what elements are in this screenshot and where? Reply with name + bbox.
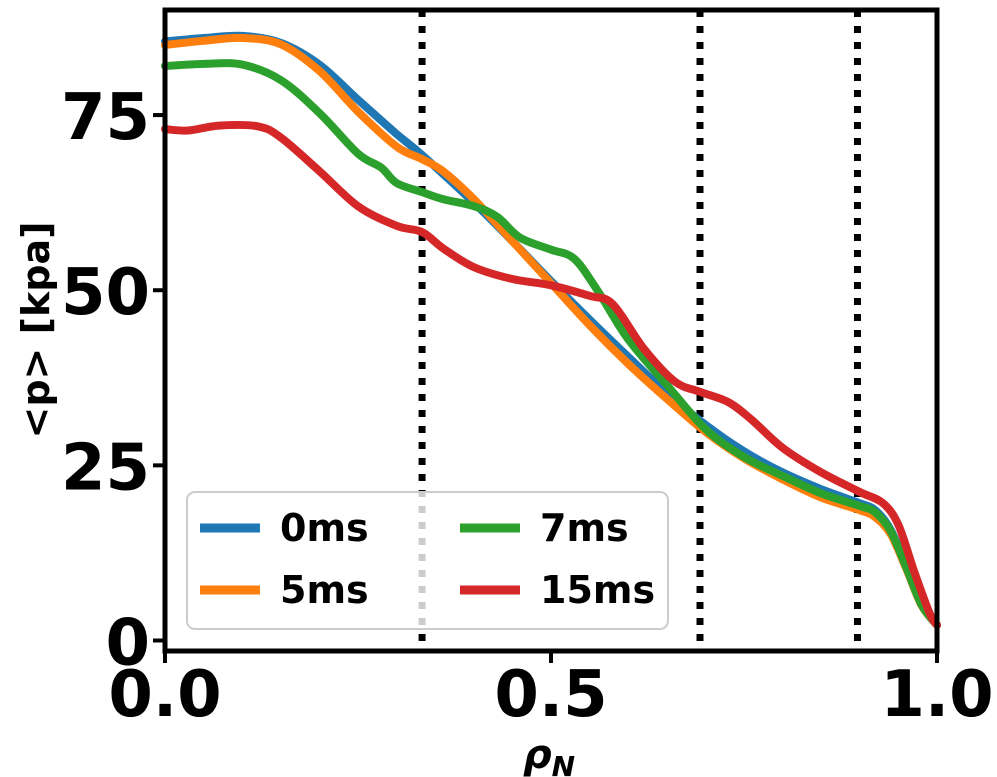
series-lines [161, 31, 941, 630]
y-axis-label: <p> [kpa] [14, 222, 58, 439]
y-tick-label-1: 25 [61, 431, 150, 505]
legend-label-7ms: 7ms [540, 506, 629, 550]
x-tick-label-0: 0.0 [108, 658, 221, 732]
series-line-7ms [161, 59, 941, 630]
legend-label-15ms: 15ms [540, 568, 655, 612]
y-tick-label-0: 0 [105, 606, 150, 680]
legend-box [186, 491, 669, 630]
y-tick-label-2: 50 [61, 256, 150, 330]
axis-ticks [153, 113, 939, 663]
legend-label-5ms: 5ms [280, 568, 369, 612]
legend-label-0ms: 0ms [280, 506, 369, 550]
x-tick-label-1: 0.5 [494, 658, 607, 732]
x-axis-label: ρN [523, 732, 575, 777]
axis-tick-labels: 0.0 0.5 1.0 0 25 50 75 [61, 81, 994, 732]
legend: 0ms 5ms 7ms 15ms [186, 491, 669, 630]
series-line-15ms [161, 120, 941, 630]
y-tick-label-3: 75 [61, 81, 150, 155]
x-tick-label-2: 1.0 [880, 658, 993, 732]
